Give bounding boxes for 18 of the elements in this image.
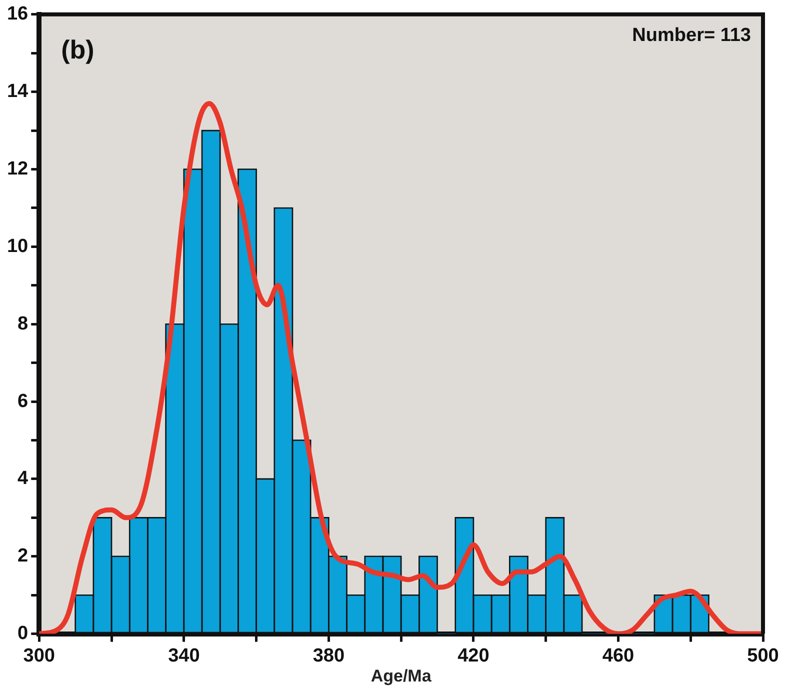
y-tick-label: 2	[18, 546, 28, 567]
y-tick-label: 6	[18, 390, 28, 412]
annotation: (b)	[61, 34, 94, 65]
x-tick-label: 340	[168, 645, 200, 666]
y-tick-label: 14	[6, 81, 29, 102]
y-tick-label: 8	[18, 313, 28, 334]
x-tick-label: 420	[458, 645, 490, 666]
x-tick-label: 380	[312, 645, 345, 666]
x-tick-label: 500	[747, 645, 779, 666]
x-tick-label: 300	[23, 645, 55, 666]
y-tick-label: 12	[6, 158, 28, 180]
y-tick-label: 4	[18, 468, 29, 490]
x-tick-label: 460	[602, 645, 634, 666]
y-tick-label: 0	[18, 623, 28, 644]
x-axis-title: Age/Ma	[370, 666, 432, 686]
y-tick-label: 10	[6, 236, 28, 257]
annotation: Number= 113	[632, 25, 751, 46]
y-tick-label: 16	[6, 4, 28, 25]
